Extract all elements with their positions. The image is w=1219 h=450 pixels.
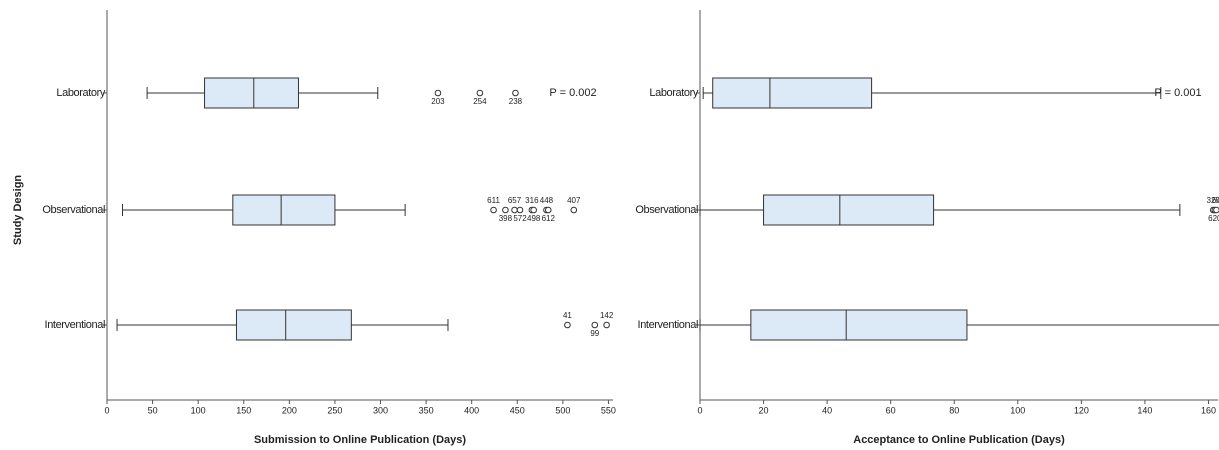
outlier [476, 89, 484, 97]
x-tick-label: 80 [949, 405, 959, 415]
y-tick-label: Observational [635, 204, 698, 216]
plot-area: 325 620 64 [699, 77, 1219, 341]
x-tick-label: 0 [697, 405, 702, 415]
outlier [511, 206, 518, 214]
box [763, 194, 935, 226]
outlier-label: 657 [508, 196, 522, 205]
x-tick-label: 150 [236, 405, 251, 415]
outlier [502, 206, 509, 214]
outlier [544, 206, 552, 214]
box [232, 194, 336, 226]
y-tick-label: Interventional [45, 319, 105, 331]
outlier-label: 238 [509, 97, 523, 106]
x-tick-label: 300 [373, 405, 388, 415]
x-tick-label: 350 [419, 405, 434, 415]
outlier-label: 254 [473, 97, 487, 106]
outlier [591, 321, 599, 329]
outlier-label: 448 [540, 196, 554, 205]
outlier-label: 41 [563, 311, 572, 320]
outlier-label: 572 [513, 214, 527, 223]
outlier [570, 206, 578, 214]
p-value: P = 0.001 [1154, 87, 1201, 99]
x-axis-label: Submission to Online Publication (Days) [254, 434, 466, 446]
outlier-label: 498 [527, 214, 541, 223]
x-tick-label: 20 [759, 405, 769, 415]
x-tick-label: 450 [510, 405, 525, 415]
outlier-label: 99 [590, 329, 599, 338]
x-tick-label: 550 [601, 405, 616, 415]
x-axis-label: Acceptance to Online Publication (Days) [853, 434, 1065, 446]
box [712, 77, 873, 109]
outlier-label: 64 [1212, 196, 1219, 205]
x-tick-label: 500 [555, 405, 570, 415]
x-tick-label: 100 [1010, 405, 1025, 415]
plot-area: 203 254 238 611 398 657 572 316 498 448 612 407 41 99… [116, 77, 614, 341]
box [235, 309, 352, 341]
x-tick-label: 120 [1074, 405, 1089, 415]
outlier [434, 89, 442, 97]
x-tick-label: 250 [327, 405, 342, 415]
x-tick-label: 160 [1201, 405, 1216, 415]
outlier [1213, 206, 1219, 214]
outlier-label: 325 [1207, 196, 1219, 205]
outlier-label: 407 [567, 196, 581, 205]
x-tick-label: 140 [1137, 405, 1152, 415]
outlier [564, 321, 571, 329]
y-tick-label: Laboratory [56, 87, 105, 99]
outlier [530, 206, 537, 214]
outlier-label: 620 [1208, 214, 1219, 223]
x-tick-label: 0 [104, 405, 109, 415]
outlier [516, 206, 524, 214]
outlier-label: 203 [431, 97, 445, 106]
y-tick-label: Observational [42, 204, 105, 216]
outlier-label: 611 [487, 196, 500, 205]
outlier [603, 321, 610, 329]
y-tick-label: Interventional [638, 319, 698, 331]
outlier-label: 612 [542, 214, 556, 223]
y-tick-label: Laboratory [649, 87, 698, 99]
outlier [512, 89, 519, 97]
box [204, 77, 299, 109]
x-tick-label: 50 [148, 405, 158, 415]
x-tick-label: 60 [886, 405, 896, 415]
outlier-label: 142 [600, 311, 614, 320]
outlier-label: 316 [525, 196, 539, 205]
outlier [490, 206, 497, 214]
p-value: P = 0.002 [549, 87, 596, 99]
y-axis-label: Study Design [12, 175, 24, 246]
x-tick-label: 40 [822, 405, 832, 415]
box [750, 309, 968, 341]
x-tick-label: 200 [282, 405, 297, 415]
x-tick-label: 100 [191, 405, 206, 415]
x-tick-label: 400 [464, 405, 479, 415]
outlier-label: 398 [499, 214, 513, 223]
